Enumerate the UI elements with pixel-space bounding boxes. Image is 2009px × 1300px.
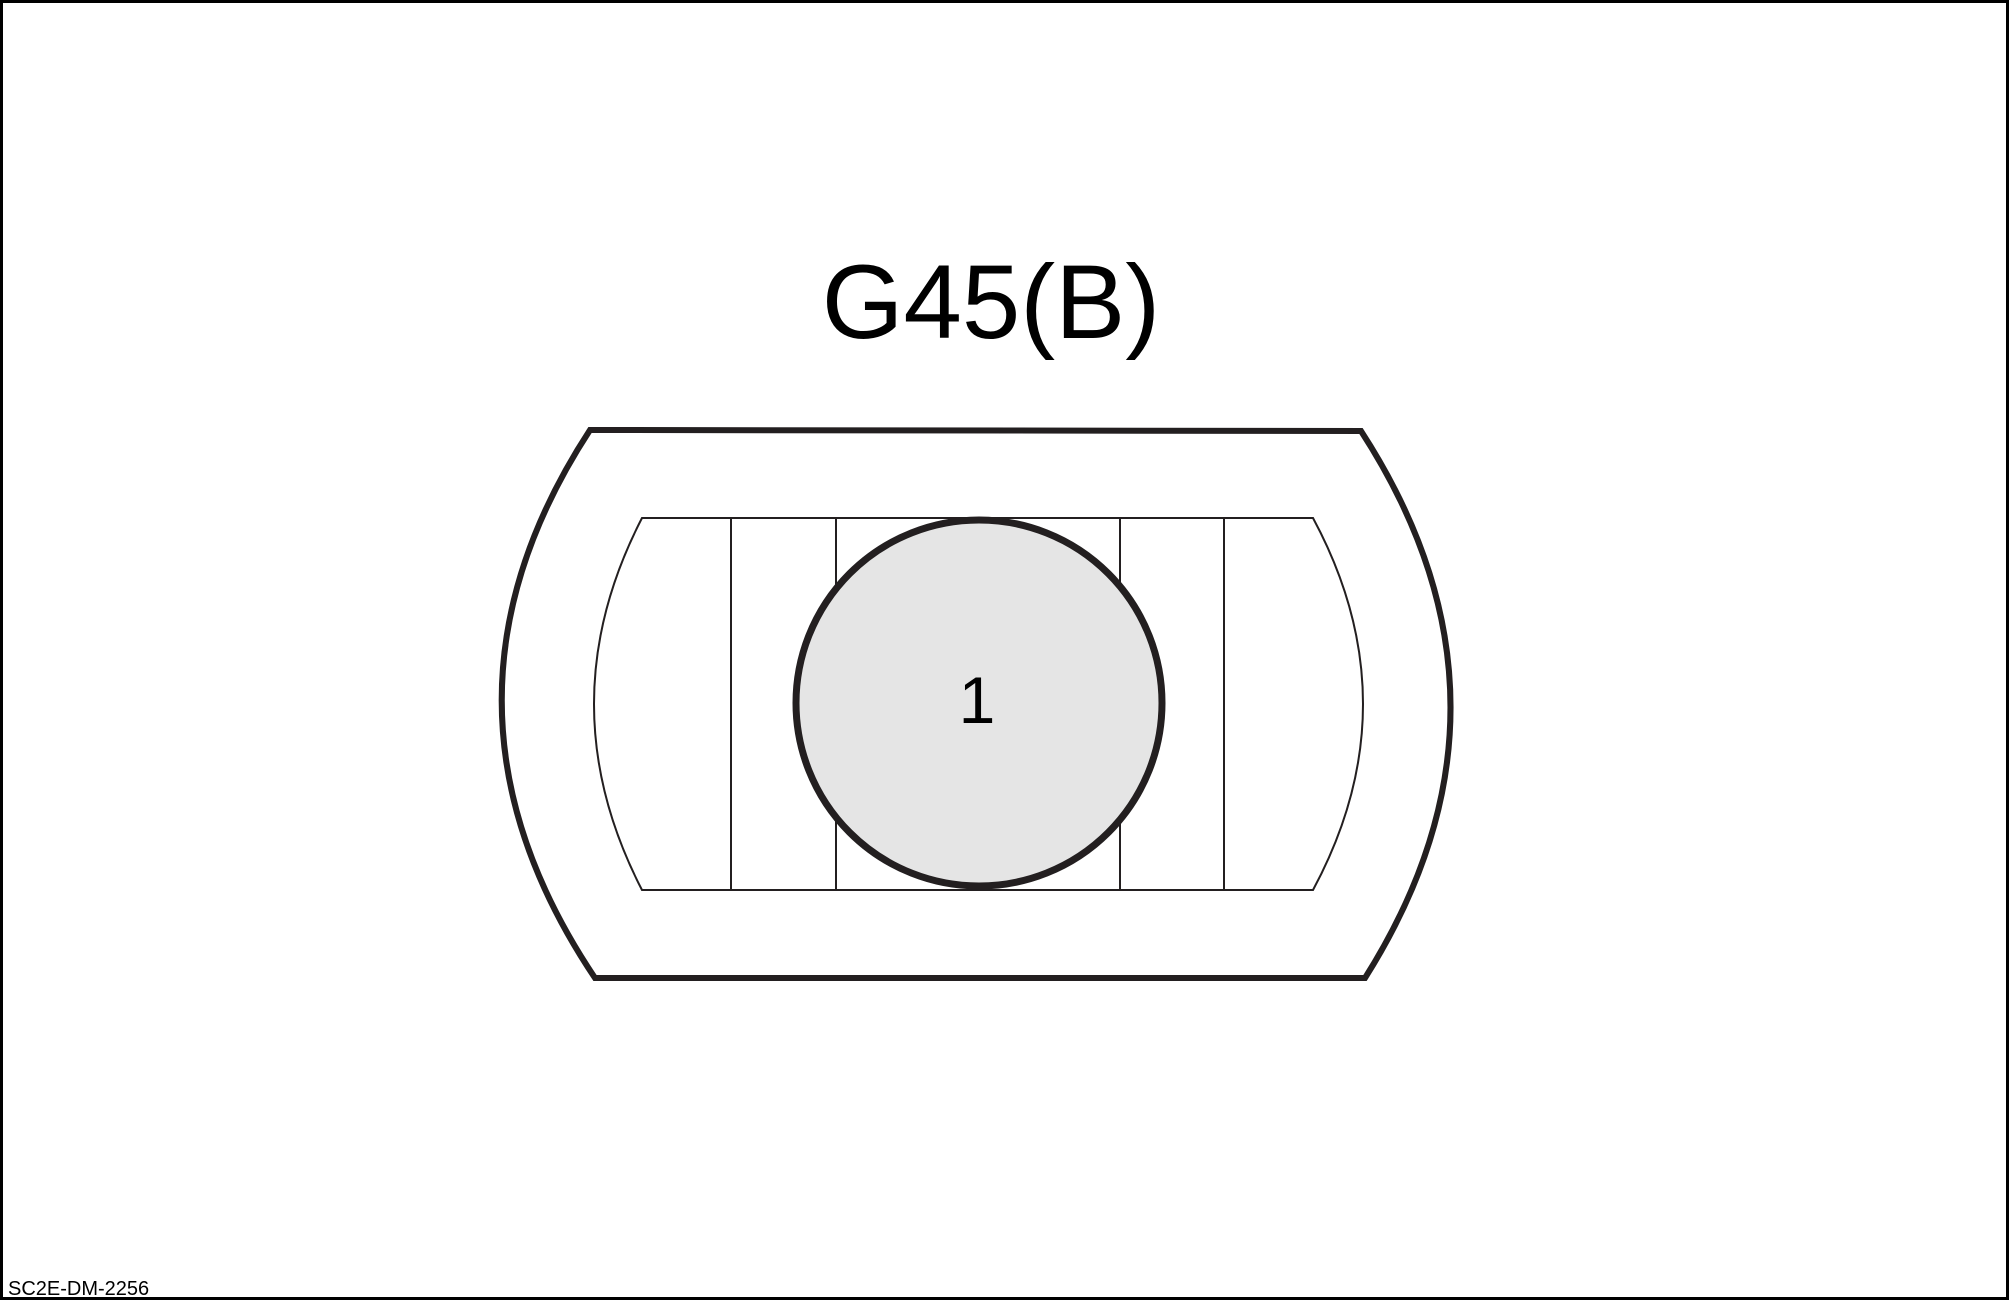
connector-title: G45(B) — [822, 244, 1160, 361]
pin-1-terminal — [792, 516, 1166, 890]
figure-code: SC2E-DM-2256 — [8, 1278, 149, 1300]
pin-1: 1 — [792, 516, 1166, 890]
pin-1-label: 1 — [959, 663, 996, 737]
